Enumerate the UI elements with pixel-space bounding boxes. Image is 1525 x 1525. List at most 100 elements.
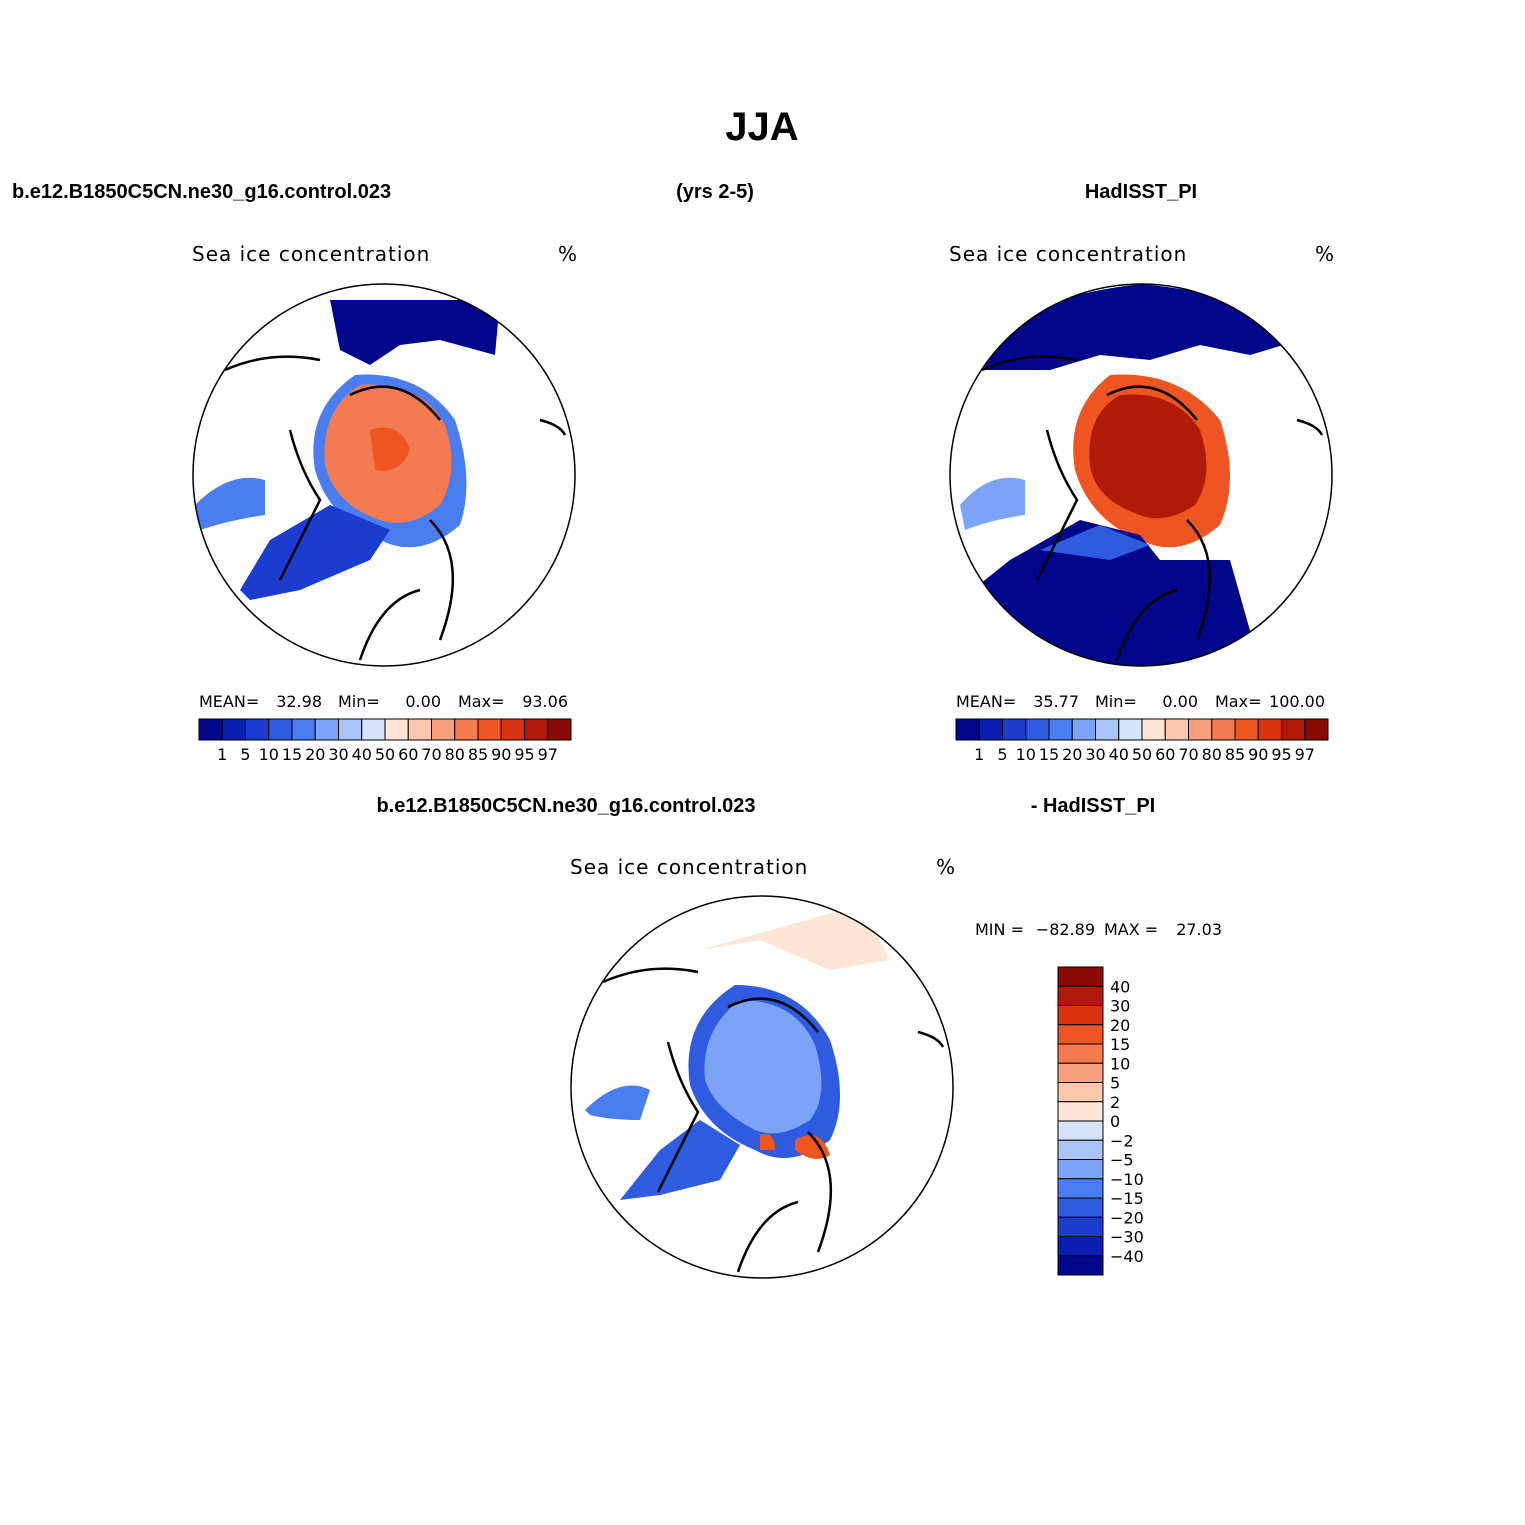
colorbar-box bbox=[978, 718, 1003, 741]
colorbar: 1 5 10 15 20 30 40 50 60 70 80 85 90 95 97 bbox=[955, 718, 1329, 764]
colorbar-box bbox=[547, 718, 572, 741]
colorbar-label: 97 bbox=[538, 745, 558, 764]
map-border bbox=[192, 283, 576, 667]
colorbar-box bbox=[314, 718, 339, 741]
colorbar-box bbox=[245, 718, 270, 741]
colorbar-label: 40 bbox=[1110, 977, 1130, 996]
colorbar-label: 40 bbox=[352, 745, 372, 764]
colorbar-box bbox=[1118, 718, 1143, 741]
stat-label: MAX = bbox=[1104, 920, 1158, 939]
stat-label: MEAN= bbox=[199, 692, 259, 711]
colorbar-label: 95 bbox=[1271, 745, 1291, 764]
colorbar-box bbox=[454, 718, 479, 741]
map-border bbox=[570, 895, 954, 1279]
colorbar-box bbox=[221, 718, 246, 741]
stat-value: 0.00 bbox=[1162, 692, 1198, 711]
colorbar-label: 50 bbox=[1132, 745, 1152, 764]
colorbar-box bbox=[1234, 718, 1259, 741]
colorbar-label: 40 bbox=[1109, 745, 1129, 764]
colorbar-label: 20 bbox=[1062, 745, 1082, 764]
colorbar-box bbox=[1057, 1101, 1104, 1122]
colorbar-label: 0 bbox=[1110, 1112, 1120, 1131]
coastline bbox=[981, 355, 1324, 661]
stat-value: −82.89 bbox=[1036, 920, 1095, 939]
colorbar-box bbox=[1057, 1197, 1104, 1218]
header-left: b.e12.B1850C5CN.ne30_g16.control.023 bbox=[12, 181, 391, 203]
diff-right: - HadISST_PI bbox=[1031, 795, 1155, 817]
colorbar-label: 80 bbox=[445, 745, 465, 764]
stat-label: Min= bbox=[338, 692, 380, 711]
colorbar-box bbox=[1304, 718, 1329, 741]
coastline bbox=[602, 967, 945, 1273]
stats: MEAN= 32.98 Min= 0.00 Max= 93.06 bbox=[199, 692, 568, 711]
colorbar-label: 20 bbox=[1110, 1016, 1130, 1035]
panel-title: Sea ice concentration bbox=[570, 855, 808, 879]
colorbar-box bbox=[1281, 718, 1306, 741]
colorbar-label: −10 bbox=[1110, 1170, 1144, 1189]
colorbar-box bbox=[1057, 985, 1104, 1006]
coastline bbox=[224, 355, 567, 661]
colorbar-box bbox=[291, 718, 316, 741]
colorbar-label: 97 bbox=[1295, 745, 1315, 764]
colorbar-label: 80 bbox=[1202, 745, 1222, 764]
colorbar-label: 70 bbox=[1178, 745, 1198, 764]
colorbar-box bbox=[1164, 718, 1189, 741]
title: JJA bbox=[725, 105, 798, 149]
colorbar-label: 15 bbox=[282, 745, 302, 764]
colorbar-label: 15 bbox=[1110, 1035, 1130, 1054]
colorbar-box bbox=[1257, 718, 1282, 741]
colorbar-box bbox=[1057, 1236, 1104, 1257]
colorbar-box bbox=[1057, 1024, 1104, 1045]
stat-label: MEAN= bbox=[956, 692, 1016, 711]
stat-value: 93.06 bbox=[522, 692, 568, 711]
panel-title: Sea ice concentration bbox=[192, 242, 430, 266]
diff-left: b.e12.B1850C5CN.ne30_g16.control.023 bbox=[376, 795, 755, 817]
colorbar-box bbox=[1057, 1255, 1104, 1276]
colorbar-box bbox=[1095, 718, 1120, 741]
colorbar-box bbox=[1002, 718, 1027, 741]
colorbar-box bbox=[524, 718, 549, 741]
colorbar-label: 95 bbox=[514, 745, 534, 764]
colorbar-box bbox=[431, 718, 456, 741]
colorbar-label: 10 bbox=[259, 745, 279, 764]
colorbar-box bbox=[955, 718, 980, 741]
colorbar-label: −20 bbox=[1110, 1208, 1144, 1227]
colorbar-box bbox=[500, 718, 525, 741]
stat-label: Max= bbox=[1215, 692, 1261, 711]
colorbar-label: 5 bbox=[1110, 1074, 1120, 1093]
colorbar-label: 30 bbox=[1110, 997, 1130, 1016]
colorbar-label: 15 bbox=[1039, 745, 1059, 764]
colorbar-label: 85 bbox=[468, 745, 488, 764]
colorbar-box bbox=[1057, 1005, 1104, 1026]
colorbar-box bbox=[1071, 718, 1096, 741]
colorbar-label: −30 bbox=[1110, 1228, 1144, 1247]
colorbar-box bbox=[1057, 1082, 1104, 1103]
stat-value: 32.98 bbox=[276, 692, 322, 711]
colorbar-box bbox=[1057, 1120, 1104, 1141]
colorbar-box bbox=[407, 718, 432, 741]
colorbar-label: 2 bbox=[1110, 1093, 1120, 1112]
colorbar-box bbox=[198, 718, 223, 741]
colorbar-label: 10 bbox=[1110, 1054, 1130, 1073]
colorbar-label: 30 bbox=[328, 745, 348, 764]
colorbar-label: 70 bbox=[421, 745, 441, 764]
colorbar-label: −15 bbox=[1110, 1189, 1144, 1208]
colorbar-box bbox=[1057, 1139, 1104, 1160]
colorbar-box bbox=[1057, 1178, 1104, 1199]
colorbar-label: −5 bbox=[1110, 1151, 1134, 1170]
map-fill bbox=[950, 284, 1300, 666]
colorbar-box bbox=[361, 718, 386, 741]
map-fill bbox=[195, 300, 500, 600]
stat-value: 27.03 bbox=[1176, 920, 1222, 939]
map-border bbox=[949, 283, 1333, 667]
colorbar-label: 10 bbox=[1016, 745, 1036, 764]
colorbar-box bbox=[477, 718, 502, 741]
colorbar-box bbox=[1057, 966, 1104, 987]
stats: MIN = −82.89 MAX = 27.03 bbox=[975, 920, 1222, 939]
stat-value: 100.00 bbox=[1269, 692, 1325, 711]
colorbar-box bbox=[1211, 718, 1236, 741]
stats: MEAN= 35.77 Min= 0.00 Max= 100.00 bbox=[956, 692, 1325, 711]
colorbar-label: −40 bbox=[1110, 1247, 1144, 1266]
colorbar-label: −2 bbox=[1110, 1131, 1134, 1150]
